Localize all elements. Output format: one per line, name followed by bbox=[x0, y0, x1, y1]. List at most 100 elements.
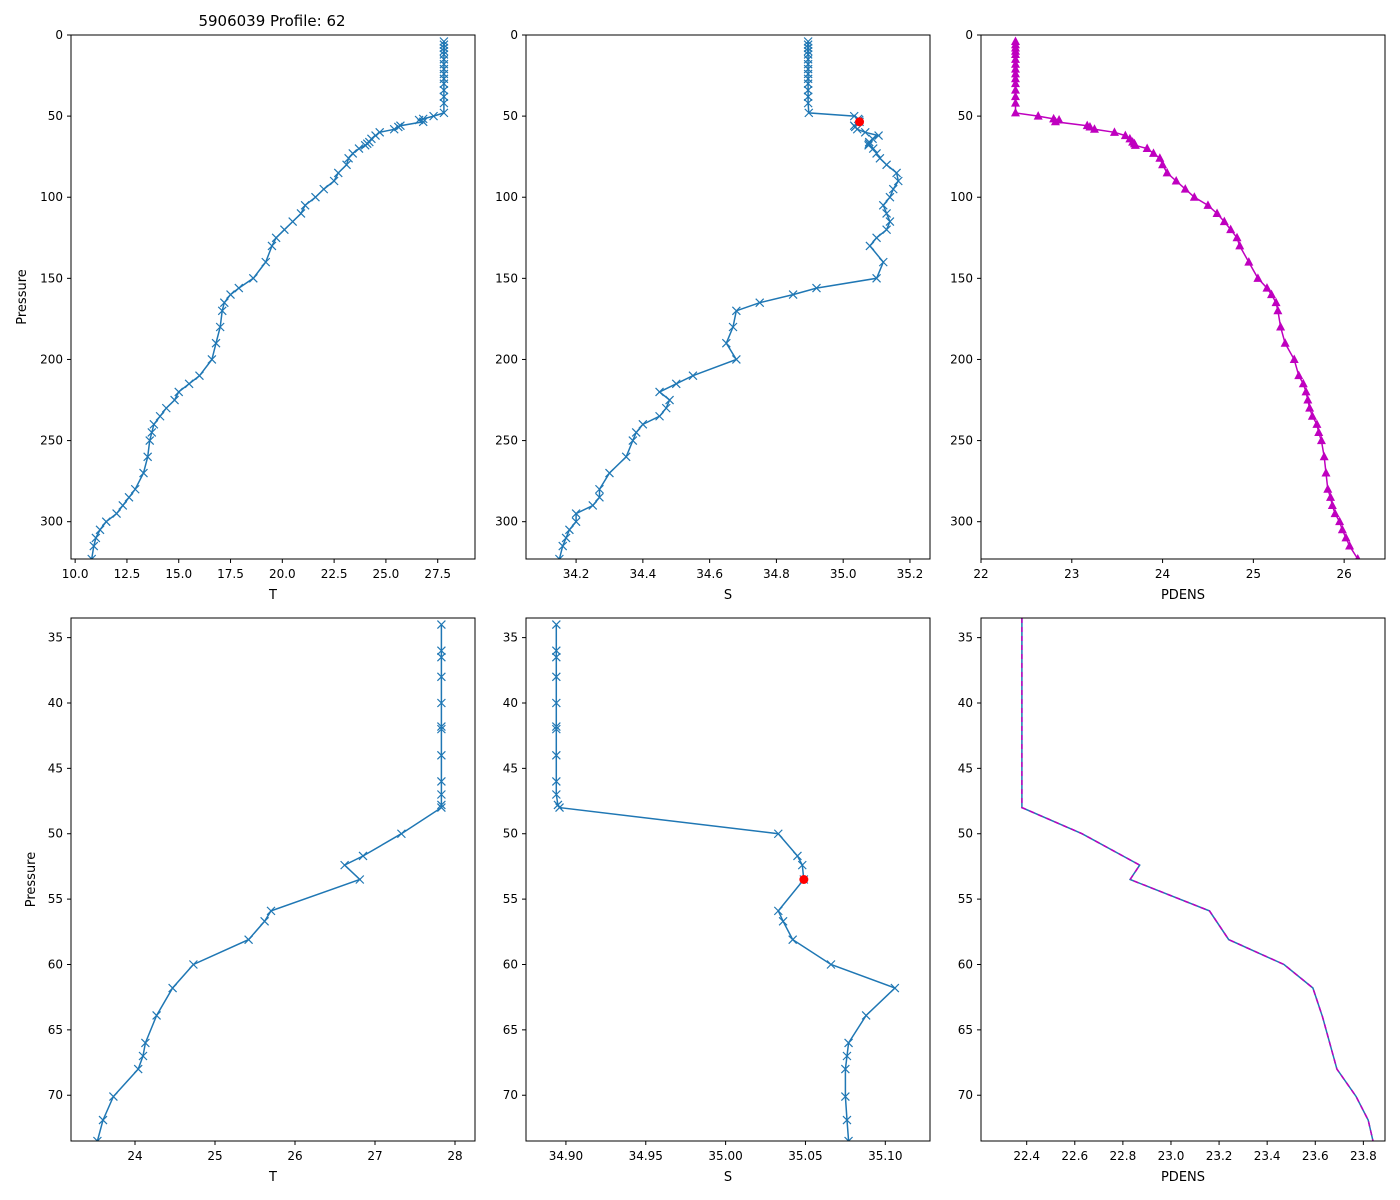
x-marker bbox=[595, 492, 604, 502]
x-marker-stroke bbox=[885, 192, 895, 202]
x-marker bbox=[773, 906, 783, 916]
x-tick-label: 22.5 bbox=[321, 567, 348, 581]
x-marker-stroke bbox=[564, 525, 574, 535]
x-marker bbox=[248, 273, 258, 283]
y-tick-label: 200 bbox=[40, 352, 63, 366]
x-marker-stroke bbox=[168, 983, 178, 993]
y-tick-label: 45 bbox=[48, 761, 63, 775]
triangle-marker bbox=[1337, 524, 1347, 534]
x-marker bbox=[155, 411, 165, 421]
x-marker bbox=[170, 395, 180, 405]
x-marker-stroke bbox=[124, 492, 134, 502]
x-marker bbox=[429, 111, 438, 121]
x-marker-stroke bbox=[551, 790, 561, 799]
x-marker bbox=[266, 906, 276, 916]
y-axis-label: Pressure bbox=[24, 852, 39, 908]
triangle-marker bbox=[1355, 554, 1361, 559]
triangle-marker bbox=[1294, 370, 1304, 380]
x-marker-stroke bbox=[133, 1064, 143, 1074]
x-marker-stroke bbox=[826, 960, 836, 969]
x-marker-stroke bbox=[888, 184, 898, 194]
x-marker bbox=[595, 484, 604, 494]
x-marker-stroke bbox=[414, 115, 424, 125]
x-marker bbox=[89, 541, 99, 551]
x-marker-stroke bbox=[188, 960, 198, 969]
x-marker bbox=[878, 200, 888, 210]
series-line-T bbox=[96, 624, 443, 1141]
panels: 10.0 12.5 15.0 17.5 20.0 22.5 25.0 27.5 0 50 100 15… bbox=[15, 28, 1386, 1185]
x-marker-stroke bbox=[184, 379, 194, 389]
x-marker bbox=[804, 108, 814, 118]
x-marker bbox=[561, 533, 571, 543]
y-tick-label: 150 bbox=[950, 271, 973, 285]
x-tick-label: 34.90 bbox=[549, 1149, 583, 1163]
x-marker-stroke bbox=[234, 283, 244, 293]
x-marker-stroke bbox=[311, 192, 320, 202]
x-marker bbox=[892, 168, 902, 178]
x-marker-stroke bbox=[389, 124, 399, 134]
triangle-marker bbox=[1253, 273, 1263, 282]
x-marker bbox=[864, 137, 874, 147]
x-marker bbox=[893, 176, 903, 186]
x-marker-stroke bbox=[108, 1092, 118, 1101]
x-marker bbox=[551, 652, 561, 662]
x-marker bbox=[260, 916, 270, 926]
x-marker bbox=[885, 192, 895, 202]
triangle-marker bbox=[1301, 386, 1311, 396]
x-marker bbox=[621, 452, 631, 462]
x-marker-stroke bbox=[551, 672, 561, 682]
axes-frame bbox=[70, 34, 476, 560]
x-marker bbox=[168, 983, 178, 993]
x-marker bbox=[101, 517, 111, 527]
x-marker bbox=[436, 724, 446, 734]
flagged-point bbox=[855, 117, 865, 127]
axes-frame bbox=[70, 617, 476, 1142]
triangle-marker bbox=[1316, 435, 1326, 445]
triangle-marker bbox=[1085, 121, 1095, 131]
x-marker bbox=[130, 484, 140, 494]
x-tick-label: 34.4 bbox=[630, 567, 657, 581]
x-marker bbox=[439, 37, 449, 46]
x-marker bbox=[439, 98, 449, 108]
x-marker bbox=[803, 85, 813, 95]
x-marker bbox=[655, 411, 664, 421]
x-marker bbox=[360, 140, 370, 150]
x-marker-stroke bbox=[344, 153, 354, 163]
x-marker bbox=[755, 298, 765, 308]
x-marker-stroke bbox=[248, 273, 258, 283]
figure-title: 5906039 Profile: 62 bbox=[198, 12, 345, 30]
x-marker-stroke bbox=[882, 160, 892, 170]
x-marker-stroke bbox=[147, 428, 157, 437]
x-marker bbox=[865, 241, 875, 251]
x-marker bbox=[98, 1115, 108, 1125]
x-marker-stroke bbox=[551, 722, 561, 731]
x-marker-stroke bbox=[561, 533, 571, 543]
x-marker bbox=[661, 403, 671, 413]
x-marker bbox=[161, 403, 171, 413]
x-marker bbox=[728, 322, 738, 332]
y-tick-label: 50 bbox=[958, 827, 973, 841]
triangle-marker bbox=[1050, 116, 1060, 126]
x-marker-stroke bbox=[731, 306, 741, 316]
x-marker-stroke bbox=[333, 168, 343, 178]
x-marker bbox=[354, 144, 364, 153]
x-marker bbox=[436, 800, 446, 810]
x-marker-stroke bbox=[149, 419, 159, 429]
x-marker bbox=[145, 436, 155, 445]
x-marker bbox=[174, 387, 184, 397]
triangle-marker bbox=[1162, 167, 1172, 177]
x-marker-stroke bbox=[728, 322, 738, 332]
x-tick-label: 12.5 bbox=[114, 567, 141, 581]
y-tick-label: 40 bbox=[958, 696, 973, 710]
x-marker bbox=[844, 1038, 853, 1048]
panel-bottom-S: 34.90 34.95 35.00 35.05 35.10 35 40 45 50 55 60 65 7… bbox=[503, 617, 931, 1185]
axes-frame bbox=[980, 617, 1386, 1142]
x-marker bbox=[118, 501, 128, 510]
x-marker-stroke bbox=[803, 46, 813, 56]
triangle-marker bbox=[1010, 64, 1020, 73]
x-marker-stroke bbox=[436, 652, 446, 662]
x-marker-stroke bbox=[436, 750, 446, 760]
x-marker bbox=[342, 160, 351, 170]
x-marker-stroke bbox=[773, 906, 783, 916]
x-marker-stroke bbox=[628, 436, 638, 445]
